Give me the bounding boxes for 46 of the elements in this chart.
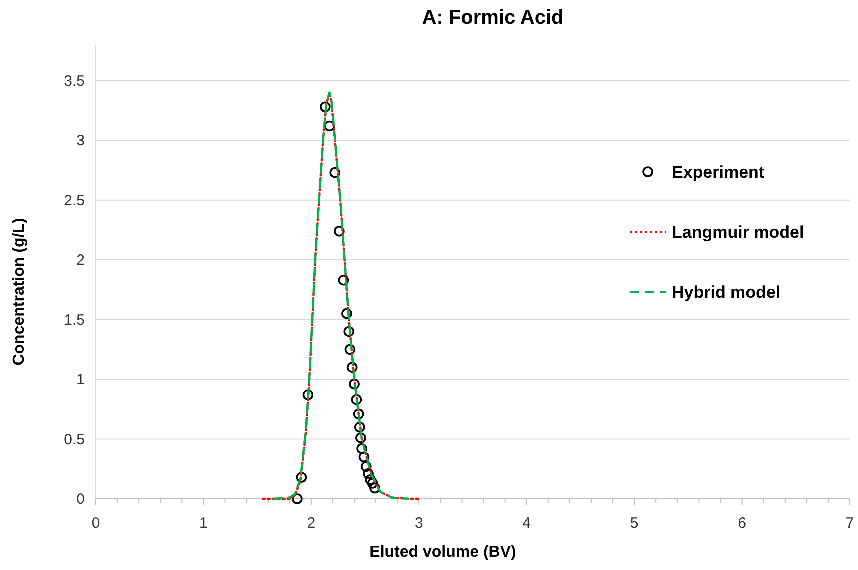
point (351, 394, 362, 406)
point (342, 308, 352, 320)
x-tick-label: 6 (738, 515, 746, 532)
legend-label: Langmuir model (672, 223, 804, 242)
point (334, 226, 345, 237)
point (356, 432, 366, 444)
point (344, 326, 355, 338)
point (292, 494, 303, 504)
y-tick-label: 2 (76, 252, 85, 270)
point (302, 390, 314, 400)
legend-label: Hybrid model (672, 283, 781, 302)
y-tick-label: 3 (76, 132, 85, 150)
point (296, 472, 308, 483)
point (360, 461, 372, 472)
point (330, 167, 341, 178)
y-tick-label: 1 (76, 372, 85, 389)
point (344, 344, 356, 356)
point (365, 474, 376, 486)
x-tick-label: 0 (92, 515, 100, 532)
x-tick-label: 1 (200, 515, 208, 532)
x-tick-label: 4 (522, 515, 532, 532)
y-tick-label: 2.5 (64, 192, 85, 210)
chart-title: A: Formic Acid (422, 7, 564, 29)
x-tick-label: 3 (414, 515, 424, 532)
x-tick-label: 2 (307, 515, 316, 532)
legend-label: Experiment (672, 163, 765, 182)
point (370, 482, 380, 494)
point (367, 478, 378, 489)
point (349, 378, 360, 390)
point (320, 102, 331, 113)
point (363, 468, 374, 480)
y-tick-label: 0.5 (64, 431, 85, 448)
x-tick-label: 5 (630, 515, 639, 532)
x-axis-title: Eluted volume (BV) (370, 544, 516, 561)
point (346, 362, 358, 373)
y-tick-label: 1.5 (64, 312, 85, 329)
point (358, 452, 370, 463)
x-tick-label: 7 (846, 515, 854, 532)
y-tick-label: 0 (76, 491, 85, 508)
point (356, 443, 368, 454)
y-tick-label: 3.5 (64, 72, 85, 90)
y-axis-title: Concentration (g/L) (11, 218, 28, 366)
point (353, 408, 364, 420)
point (338, 274, 350, 286)
point (324, 120, 336, 132)
point (354, 422, 366, 433)
